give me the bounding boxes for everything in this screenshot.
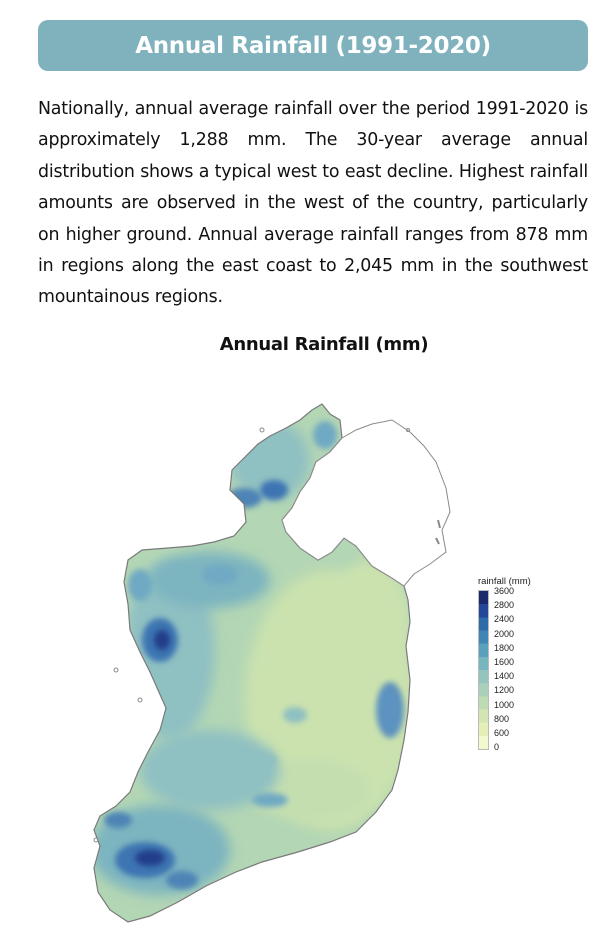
lough-marks bbox=[435, 519, 441, 545]
rainfall-map bbox=[93, 403, 451, 923]
legend-label: 2000 bbox=[494, 628, 515, 639]
legend-color-bar bbox=[478, 590, 489, 750]
title-banner: Annual Rainfall (1991-2020) bbox=[38, 20, 588, 71]
legend-title: rainfall (mm) bbox=[478, 576, 531, 587]
legend-label: 2800 bbox=[494, 600, 515, 611]
legend-label: 1600 bbox=[494, 657, 515, 667]
legend-label: 1800 bbox=[494, 642, 515, 653]
legend-label: 600 bbox=[494, 728, 510, 738]
map-title: Annual Rainfall (mm) bbox=[219, 334, 429, 355]
page-title: Annual Rainfall (1991-2020) bbox=[135, 32, 491, 59]
northern-ireland bbox=[281, 419, 451, 587]
islands bbox=[93, 427, 410, 843]
legend-label: 0 bbox=[494, 742, 500, 753]
legend-label: 800 bbox=[494, 713, 510, 724]
intro-paragraph: Nationally, annual average rainfall over… bbox=[38, 99, 588, 308]
legend-label: 1000 bbox=[494, 699, 515, 710]
legend-label: 3600 bbox=[494, 586, 515, 596]
legend-label: 1400 bbox=[494, 671, 515, 682]
legend-label: 2400 bbox=[494, 614, 515, 625]
legend-label: 1200 bbox=[494, 685, 515, 696]
